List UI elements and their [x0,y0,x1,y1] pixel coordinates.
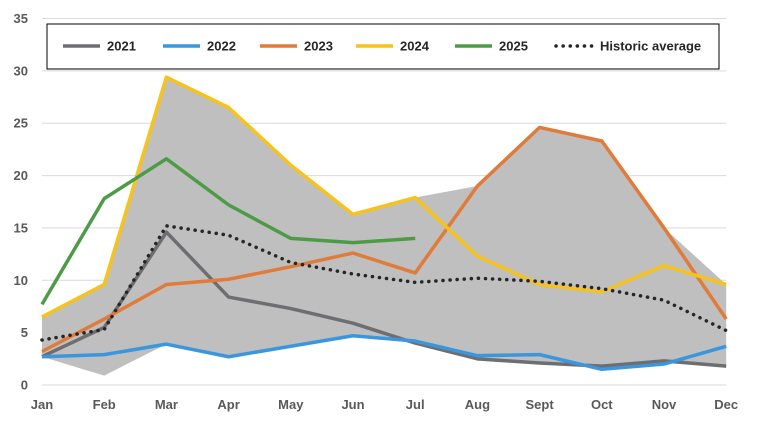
historic-range-band [42,77,727,376]
x-tick-label: Dec [714,397,738,412]
x-tick-label: Oct [591,397,613,412]
x-tick-label: Apr [217,397,239,412]
y-tick-label: 15 [14,220,28,235]
y-axis-ticks: 0 5 10 15 20 25 30 35 [14,11,28,393]
x-tick-label: Nov [652,397,677,412]
y-tick-label: 10 [14,273,28,288]
y-tick-label: 30 [14,63,28,78]
x-tick-label: May [278,397,304,412]
series-lines [40,75,728,372]
x-tick-label: Feb [93,397,116,412]
historic-range-area [42,77,727,376]
legend-label-historic-average: Historic average [600,39,701,54]
series-line-historic-average [40,224,728,342]
y-tick-label: 20 [14,168,28,183]
x-tick-label: Mar [155,397,178,412]
series-line-2021 [41,230,727,368]
legend-label-2021: 2021 [107,39,136,54]
legend-label-2025: 2025 [499,39,528,54]
x-tick-label: Jun [341,397,364,412]
x-tick-label: Jan [31,397,53,412]
y-tick-label: 25 [14,116,28,131]
legend-label-2022: 2022 [207,39,236,54]
legend: 2021 2022 2023 2024 2025 Historic average [46,23,720,70]
y-tick-label: 35 [14,11,28,26]
x-tick-label: Aug [465,397,490,412]
legend-label-2023: 2023 [304,39,333,54]
legend-label-2024: 2024 [400,39,430,54]
y-tick-label: 5 [21,325,28,340]
x-axis-ticks: Jan Feb Mar Apr May Jun Jul Aug Sept Oct Nov Dec [31,397,738,412]
series-line-2024 [41,75,727,319]
series-line-2023 [41,125,728,354]
series-line-2022 [41,334,727,372]
x-tick-label: Jul [406,397,425,412]
x-tick-label: Sept [526,397,555,412]
series-line-2025 [40,157,416,306]
y-tick-label: 0 [21,378,28,393]
